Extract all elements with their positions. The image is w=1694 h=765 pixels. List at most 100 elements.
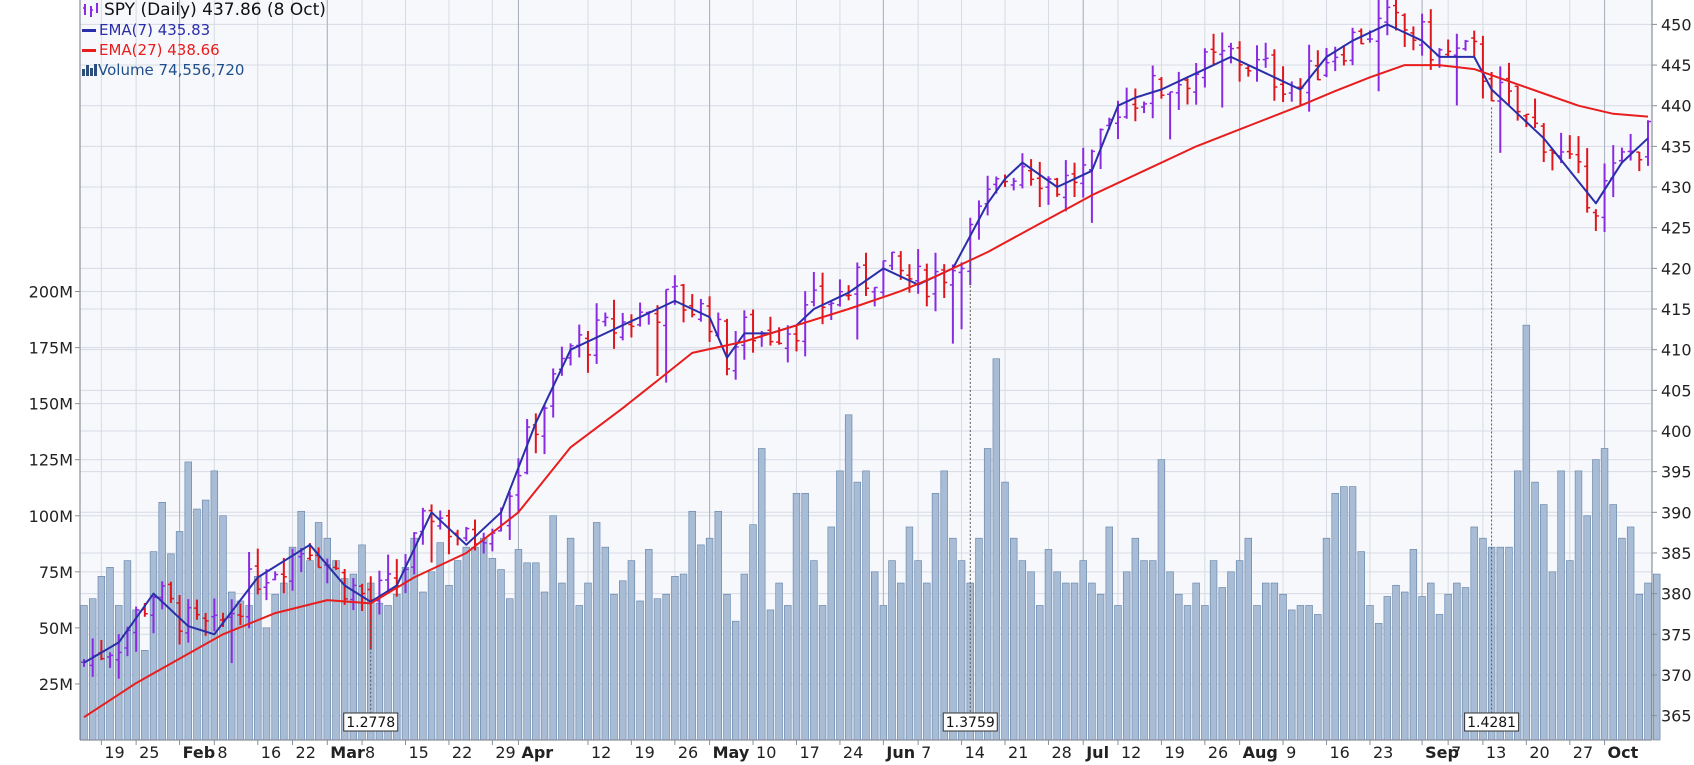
volume-bar xyxy=(1105,526,1113,741)
volume-bar xyxy=(462,546,470,741)
volume-tick-label: 25M xyxy=(39,675,73,694)
volume-bar xyxy=(1262,582,1270,741)
volume-bar xyxy=(905,526,914,741)
volume-bar xyxy=(844,414,853,741)
volume-tick-label: 175M xyxy=(29,339,73,358)
volume-bar xyxy=(1305,605,1313,741)
price-tick-label: 400 xyxy=(1661,422,1692,441)
volume-bar xyxy=(1044,549,1053,741)
volume-bar xyxy=(271,593,279,741)
volume-bar xyxy=(1566,560,1574,741)
volume-bar xyxy=(1583,515,1591,741)
volume-bar xyxy=(766,609,775,741)
volume-bar xyxy=(149,551,158,741)
volume-bar xyxy=(810,560,818,741)
volume-bar xyxy=(1409,549,1418,741)
x-tick-label: Oct xyxy=(1608,743,1639,762)
volume-bar xyxy=(280,582,288,741)
volume-bar xyxy=(1192,582,1200,741)
volume-bar xyxy=(575,605,583,741)
volume-bar xyxy=(1618,537,1626,741)
volume-bar xyxy=(1175,593,1183,741)
legend-volume: Volume 74,556,720 xyxy=(82,60,326,80)
volume-bar xyxy=(1644,582,1652,741)
ema-short-swatch xyxy=(82,28,96,32)
volume-bar xyxy=(445,584,453,741)
ohlc-bars-icon xyxy=(83,3,98,17)
annotation-label: 1.2778 xyxy=(346,715,395,731)
volume-bar xyxy=(1288,609,1296,741)
x-tick-label: 10 xyxy=(756,743,776,762)
price-tick-label: 440 xyxy=(1661,97,1692,116)
ema-long-line xyxy=(83,64,1649,719)
x-tick-label: 13 xyxy=(1486,743,1506,762)
x-tick-label: 21 xyxy=(1008,743,1028,762)
volume-bar xyxy=(827,526,835,741)
volume-bar xyxy=(80,605,88,741)
x-tick-label: Sep xyxy=(1425,743,1459,762)
price-tick-label: 450 xyxy=(1661,15,1692,34)
x-tick-label: 22 xyxy=(296,743,316,762)
volume-bar xyxy=(1340,486,1348,741)
volume-bar xyxy=(749,524,757,741)
volume-bar xyxy=(1183,605,1192,741)
chart-title: SPY (Daily) 437.86 (8 Oct) xyxy=(104,0,326,20)
x-tick-label: 26 xyxy=(1208,743,1228,762)
volume-bar xyxy=(679,573,688,741)
volume-bar xyxy=(714,510,722,741)
volume-bar xyxy=(419,591,427,741)
annotation-box xyxy=(1464,712,1520,732)
price-tick-label: 390 xyxy=(1661,503,1692,522)
volume-bar xyxy=(549,515,557,741)
volume-bar xyxy=(1557,470,1565,741)
volume-bar xyxy=(1435,614,1444,741)
x-tick-label: 22 xyxy=(452,743,472,762)
volume-bar xyxy=(1522,324,1531,741)
x-tick-label: Mar xyxy=(330,743,365,762)
volume-bar xyxy=(262,627,271,741)
price-tick-label: 420 xyxy=(1661,259,1692,278)
volume-tick-label: 100M xyxy=(29,507,73,526)
annotation-label: 1.3759 xyxy=(946,715,995,731)
volume-bar xyxy=(1018,560,1027,741)
volume-bar xyxy=(219,515,227,741)
volume-bar xyxy=(1027,571,1035,741)
volume-bar xyxy=(306,560,314,741)
volume-bar xyxy=(723,593,731,741)
volume-bar xyxy=(645,549,653,741)
volume-bar xyxy=(1253,605,1261,741)
volume-bar xyxy=(992,358,1001,741)
volume-bars-icon xyxy=(82,64,97,76)
volume-bar xyxy=(297,510,305,741)
volume-bar xyxy=(688,510,696,741)
volume-bar xyxy=(1357,551,1365,741)
volume-bar xyxy=(401,567,410,741)
volume-bar xyxy=(540,591,549,741)
volume-bar xyxy=(1227,571,1235,741)
volume-bar xyxy=(332,560,340,741)
volume-bar xyxy=(471,546,479,741)
x-tick-label: 19 xyxy=(104,743,124,762)
volume-bar xyxy=(871,571,879,741)
price-tick-label: 375 xyxy=(1661,625,1692,644)
volume-bar xyxy=(1114,605,1122,741)
volume-bar xyxy=(497,569,505,741)
volume-tick-label: 150M xyxy=(29,395,73,414)
x-tick-label: 12 xyxy=(1121,743,1141,762)
volume-bar xyxy=(1453,582,1461,741)
volume-bar xyxy=(775,582,783,741)
volume-bar xyxy=(601,546,610,741)
volume-bar xyxy=(862,470,870,741)
price-tick-label: 415 xyxy=(1661,300,1692,319)
volume-bar xyxy=(1270,582,1279,741)
volume-bar xyxy=(1348,486,1357,741)
volume-bar xyxy=(453,560,462,741)
volume-bar xyxy=(662,593,670,741)
volume-bar xyxy=(1418,596,1426,741)
x-tick-label: 19 xyxy=(1164,743,1184,762)
x-tick-label: 17 xyxy=(799,743,819,762)
volume-bar xyxy=(1392,584,1400,741)
volume-bar xyxy=(879,605,888,741)
